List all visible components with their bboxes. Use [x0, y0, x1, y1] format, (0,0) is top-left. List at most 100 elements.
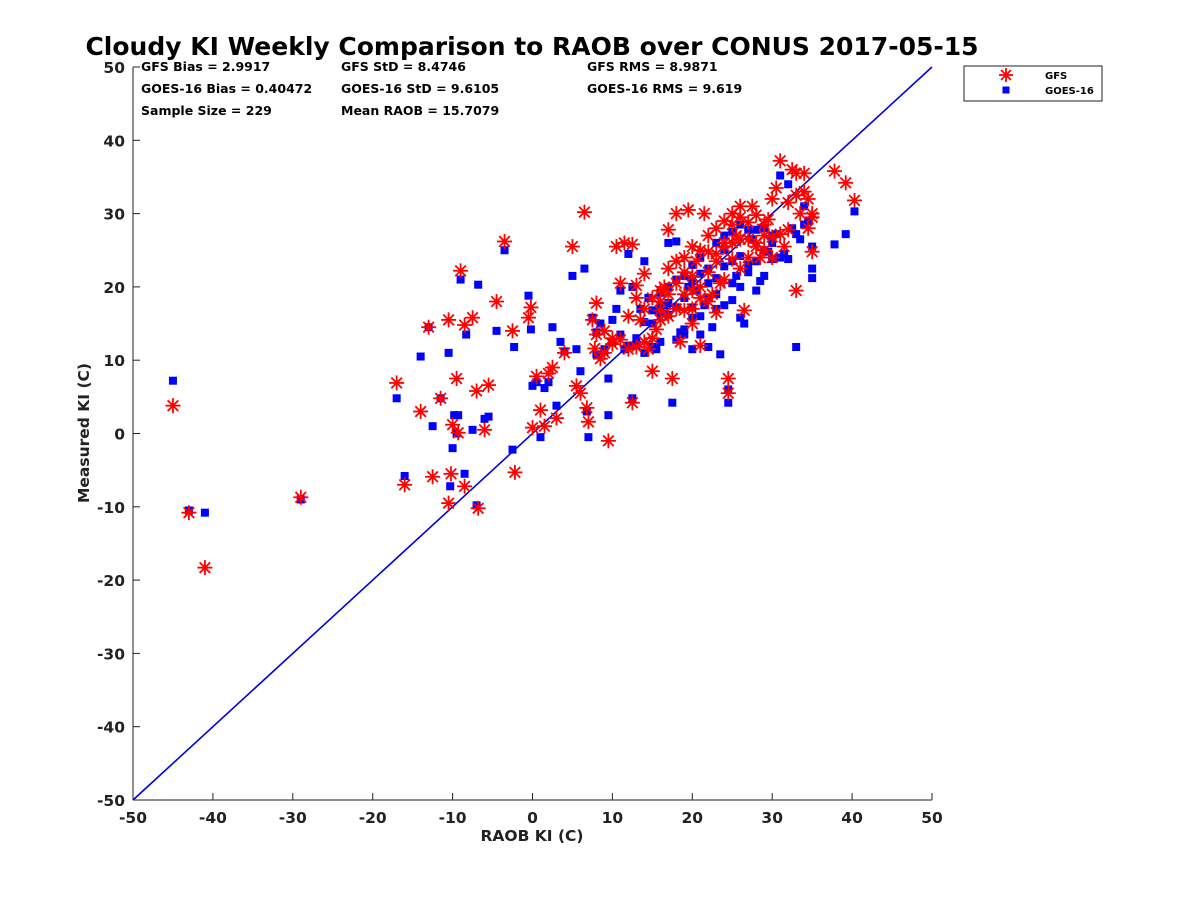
gfs-point: [470, 500, 486, 516]
gfs-point: [672, 334, 688, 350]
goes16-point: [648, 306, 657, 315]
goes16-point: [736, 282, 745, 291]
gfs-point: [441, 312, 457, 328]
goes16-point: [524, 291, 533, 300]
goes16-point: [548, 323, 557, 332]
x-tick-label: -10: [439, 809, 467, 827]
plot-area: -50 -40 -30 -20 -10 0 10 20 30 40 50 50 40 30 20 10 0 -10…: [97, 59, 943, 827]
goes16-point: [556, 337, 565, 346]
gfs-point: [457, 317, 473, 333]
gfs-point: [450, 425, 466, 441]
gfs-point: [453, 263, 469, 279]
goes16-point: [540, 384, 549, 393]
gfs-point: [397, 477, 413, 493]
legend: GFS GOES-16: [963, 65, 1103, 102]
goes16-point: [732, 271, 741, 280]
y-tick-label: -40: [97, 719, 125, 737]
gfs-point: [477, 422, 493, 438]
y-tick-label: -30: [97, 645, 125, 663]
gfs-point: [788, 283, 804, 299]
goes16-point: [608, 315, 617, 324]
legend-gfs-star: [999, 68, 1013, 82]
goes16-point: [168, 376, 177, 385]
y-tick-label: 40: [103, 132, 125, 150]
x-axis-label: RAOB KI (C): [480, 827, 583, 845]
gfs-point: [827, 163, 843, 179]
gfs-point: [469, 383, 485, 399]
gfs-point: [525, 420, 540, 436]
goes16-point: [756, 277, 765, 286]
goes16-point: [526, 325, 535, 334]
gfs-point: [700, 264, 716, 280]
goes16-point: [830, 240, 839, 249]
gfs-point: [576, 204, 592, 220]
goes16-point: [696, 269, 705, 278]
goes16-point: [792, 343, 801, 352]
gfs-point: [632, 312, 648, 328]
goes16-point: [704, 279, 713, 288]
gfs-point: [197, 560, 213, 576]
goes16-point: [796, 235, 805, 244]
x-tick-label: 40: [841, 809, 863, 827]
gfs-point: [465, 310, 481, 326]
goes16-point: [736, 313, 745, 322]
gfs-point: [692, 242, 708, 258]
gfs-point: [732, 261, 748, 277]
goes16-point: [704, 343, 713, 352]
gfs-point: [692, 338, 708, 354]
goes16-point: [492, 326, 501, 335]
goes16-point: [764, 247, 773, 256]
gfs-point: [556, 345, 572, 361]
gfs-point: [580, 414, 596, 430]
gfs-point: [644, 363, 660, 379]
goes16-point: [552, 401, 561, 410]
goes16-point: [568, 271, 577, 280]
goes16-point: [696, 330, 705, 339]
y-tick-label: 30: [103, 206, 125, 224]
goes16-point: [720, 262, 729, 271]
gfs-point: [620, 308, 636, 324]
goes16-point: [696, 312, 705, 321]
gfs-point: [628, 277, 644, 293]
gfs-point: [548, 410, 564, 426]
gfs-point: [700, 294, 716, 310]
goes16-point: [784, 255, 793, 264]
goes16-point: [720, 301, 729, 310]
gfs-point: [636, 266, 652, 282]
goes16-point: [752, 286, 761, 295]
goes16-point: [724, 398, 733, 407]
gfs-point: [443, 466, 459, 482]
x-tick-label: 50: [921, 809, 943, 827]
goes16-point: [648, 343, 657, 352]
gfs-point: [800, 191, 816, 207]
x-tick-label: 30: [761, 809, 783, 827]
gfs-point: [604, 336, 620, 352]
gfs-point: [720, 385, 736, 401]
gfs-point: [389, 375, 405, 391]
gfs-point: [588, 327, 604, 343]
gfs-point: [696, 206, 712, 222]
gfs-point: [684, 283, 700, 299]
gfs-point: [800, 220, 816, 236]
gfs-point: [838, 175, 854, 191]
y-tick-label: 0: [114, 426, 125, 444]
goes16-point: [776, 253, 785, 262]
goes16-point: [604, 374, 613, 383]
gfs-point: [668, 275, 684, 291]
gfs-point: [708, 305, 724, 321]
stat-goes-rms: GOES-16 RMS = 9.619: [587, 81, 742, 96]
gfs-point: [684, 316, 700, 332]
gfs-point: [724, 251, 740, 267]
goes16-point: [400, 472, 409, 481]
gfs-point: [660, 222, 676, 238]
goes16-point: [416, 352, 425, 361]
gfs-point: [804, 244, 820, 260]
goes16-point: [752, 225, 761, 234]
legend-goes16-label: GOES-16: [1045, 86, 1094, 97]
legend-goes16-marker: [1002, 86, 1010, 94]
goes16-point: [200, 508, 209, 517]
goes16-point: [612, 304, 621, 313]
gfs-point: [293, 489, 309, 505]
gfs-point: [736, 302, 752, 318]
goes16-point: [474, 280, 483, 289]
